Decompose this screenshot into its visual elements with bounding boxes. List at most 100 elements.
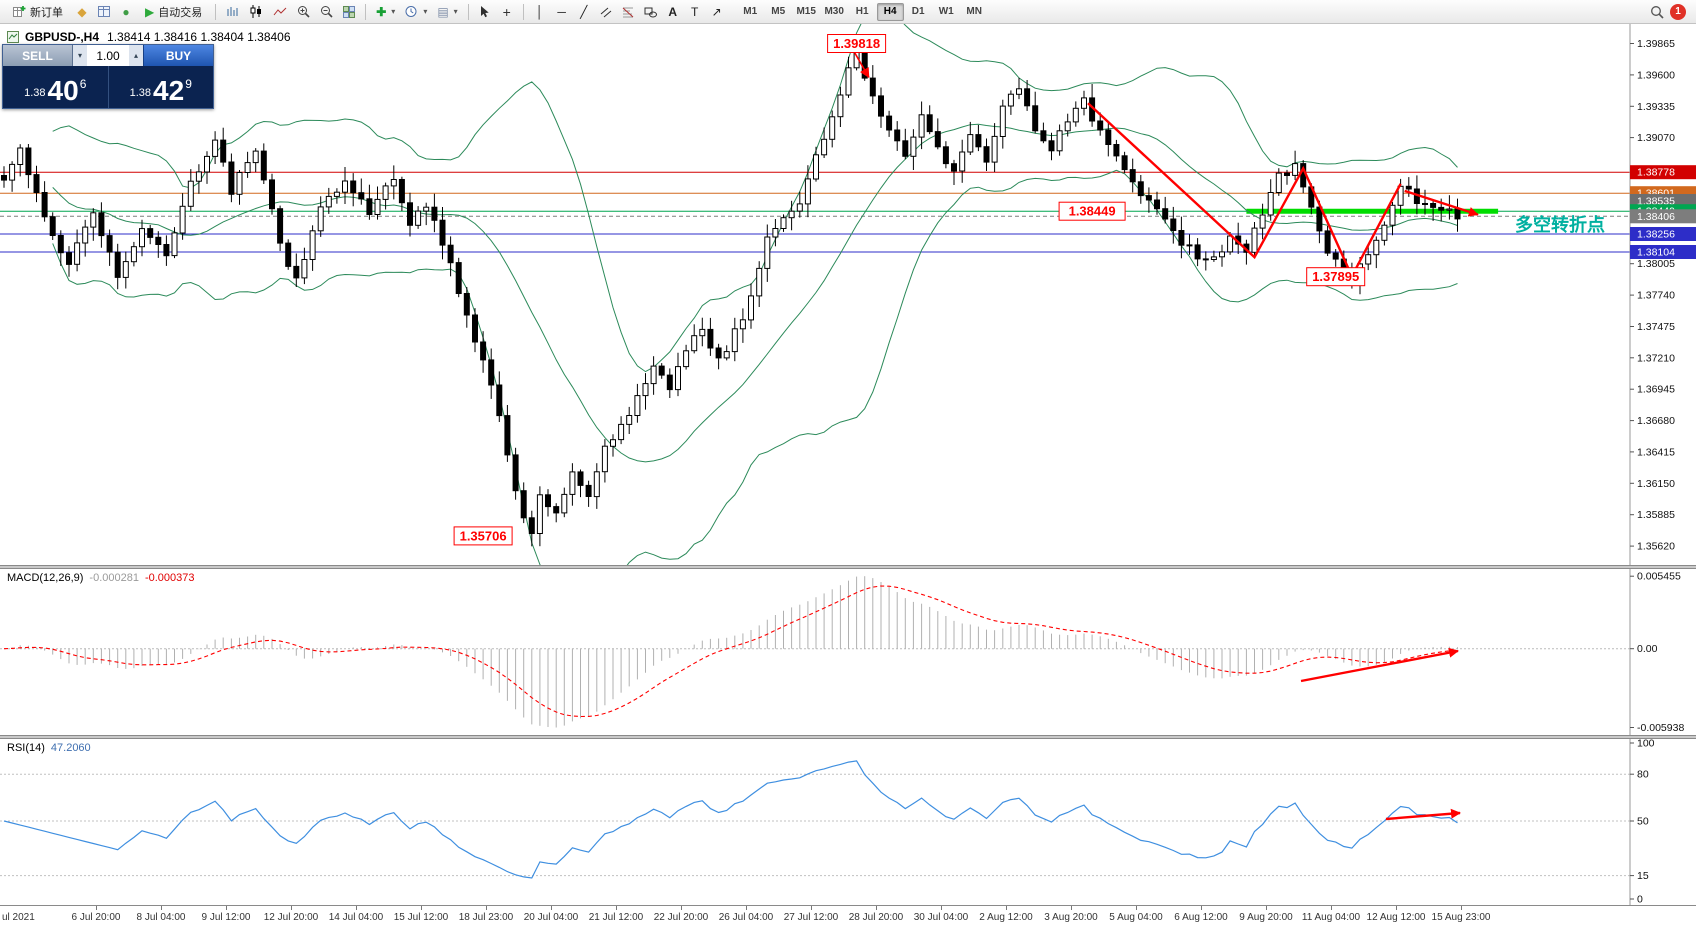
timeframe-m1[interactable]: M1 bbox=[737, 3, 764, 21]
chevron-up-icon: ▴ bbox=[133, 51, 138, 60]
price-callouts[interactable]: 1.39818 1.38449 1.37895 1.35706 bbox=[453, 34, 1366, 546]
trend-zigzag[interactable] bbox=[1087, 102, 1402, 279]
sell-price[interactable]: 1.38 40 6 bbox=[3, 66, 108, 108]
macd-scale[interactable]: 0.005455 0.00 -0.005938 bbox=[1630, 571, 1684, 734]
cursor-tool-button[interactable] bbox=[475, 2, 495, 22]
time-tick bbox=[356, 906, 357, 910]
macd-main-value: -0.000281 bbox=[89, 572, 139, 584]
periods-button[interactable]: ▾ bbox=[401, 2, 431, 22]
rsi-value: 47.2060 bbox=[50, 742, 91, 754]
templates-button[interactable]: ▤ ▾ bbox=[433, 2, 461, 22]
timeframe-m5[interactable]: M5 bbox=[765, 3, 792, 21]
search-icon[interactable] bbox=[1650, 5, 1664, 19]
sell-button[interactable]: SELL bbox=[3, 45, 73, 66]
channel-tool-button[interactable] bbox=[596, 2, 616, 22]
timeframe-m15[interactable]: M15 bbox=[793, 3, 820, 21]
rsi-trend-arrow[interactable] bbox=[1385, 808, 1461, 821]
svg-text:1.37475: 1.37475 bbox=[1637, 321, 1675, 333]
svg-text:1.39335: 1.39335 bbox=[1637, 101, 1675, 113]
label-tool-button[interactable]: T bbox=[685, 2, 705, 22]
trendline-icon: ╱ bbox=[580, 4, 588, 19]
main-chart-canvas[interactable]: 1.39818 1.38449 1.37895 1.35706 多空转折点 1.39865… bbox=[0, 24, 1696, 565]
time-label: 15 Jul 12:00 bbox=[393, 912, 449, 923]
market-watch-button[interactable]: ◆ bbox=[72, 2, 92, 22]
trendline-tool-button[interactable]: ╱ bbox=[574, 2, 594, 22]
tile-windows-button[interactable] bbox=[339, 2, 359, 22]
new-order-button[interactable]: 新订单 bbox=[6, 2, 70, 22]
top-toolbar: 新订单 ◆ ● ▶ 自动交易 ✚ ▾ ▾ bbox=[0, 0, 1696, 24]
timeframe-m30[interactable]: M30 bbox=[821, 3, 848, 21]
zoom-in-button[interactable] bbox=[293, 2, 314, 22]
sell-price-small: 1.38 bbox=[24, 87, 46, 100]
svg-text:1.35706: 1.35706 bbox=[460, 528, 507, 543]
text-tool-button[interactable]: A bbox=[663, 2, 683, 22]
svg-text:1.38778: 1.38778 bbox=[1637, 167, 1675, 179]
line-chart-icon bbox=[273, 7, 287, 15]
vertical-line-tool-button[interactable]: │ bbox=[530, 2, 550, 22]
arrow-tool-icon: ↗ bbox=[711, 4, 722, 19]
shapes-tool-button[interactable] bbox=[640, 2, 661, 22]
forecast-arrow[interactable] bbox=[1404, 189, 1479, 217]
time-tick bbox=[941, 906, 942, 910]
horizontal-line-tool-button[interactable]: ─ bbox=[552, 2, 572, 22]
svg-text:1.38449: 1.38449 bbox=[1069, 204, 1116, 219]
svg-text:50: 50 bbox=[1637, 816, 1649, 828]
price-tags: 1.387781.386011.385351.384491.384061.382… bbox=[1630, 165, 1696, 259]
timeframe-w1[interactable]: W1 bbox=[933, 3, 960, 21]
volume-input[interactable] bbox=[87, 45, 129, 66]
time-label: 22 Jul 20:00 bbox=[653, 912, 709, 923]
fibonacci-icon bbox=[622, 7, 634, 17]
timeframe-d1[interactable]: D1 bbox=[905, 3, 932, 21]
indicators-button[interactable]: ✚ ▾ bbox=[372, 2, 399, 22]
svg-text:1.39865: 1.39865 bbox=[1637, 38, 1675, 50]
bar-chart-icon bbox=[227, 6, 238, 16]
candlestick-chart-button[interactable] bbox=[245, 2, 267, 22]
volume-increase-button[interactable]: ▴ bbox=[129, 45, 143, 66]
data-window-button[interactable] bbox=[94, 2, 114, 22]
sell-price-sup: 6 bbox=[79, 77, 87, 91]
cursor-icon bbox=[481, 6, 489, 18]
buy-button[interactable]: BUY bbox=[143, 45, 213, 66]
text-icon: A bbox=[668, 4, 678, 19]
bar-chart-button[interactable] bbox=[222, 2, 243, 22]
macd-signal-value: -0.000373 bbox=[144, 572, 195, 584]
toolbar-separator bbox=[365, 3, 367, 20]
timeframe-h4[interactable]: H4 bbox=[876, 2, 904, 21]
macd-trend-arrow[interactable] bbox=[1300, 647, 1459, 683]
time-tick bbox=[681, 906, 682, 910]
timeframe-h1[interactable]: H1 bbox=[849, 3, 876, 21]
svg-text:1.36945: 1.36945 bbox=[1637, 384, 1675, 396]
autotrading-button[interactable]: ▶ 自动交易 bbox=[138, 2, 209, 22]
rsi-panel-canvas[interactable]: 100 80 50 15 0 bbox=[0, 739, 1696, 905]
toolbar-separator bbox=[522, 3, 524, 20]
rsi-indicator-label: RSI(14) 47.2060 bbox=[7, 742, 91, 754]
notification-badge[interactable]: 1 bbox=[1670, 3, 1686, 20]
svg-text:100: 100 bbox=[1637, 739, 1655, 750]
panel-separator[interactable] bbox=[0, 735, 1696, 739]
chart-symbol-header: GBPUSD-,H4 1.38414 1.38416 1.38404 1.384… bbox=[7, 30, 291, 44]
svg-text:15: 15 bbox=[1637, 870, 1649, 882]
fibonacci-tool-button[interactable] bbox=[618, 2, 638, 22]
chevron-down-icon: ▾ bbox=[77, 51, 82, 60]
buy-price[interactable]: 1.38 42 9 bbox=[109, 66, 214, 108]
timeframe-mn[interactable]: MN bbox=[961, 3, 988, 21]
rsi-scale[interactable]: 100 80 50 15 0 bbox=[1630, 739, 1655, 905]
macd-panel-canvas[interactable]: 0.005455 0.00 -0.005938 bbox=[0, 569, 1696, 735]
crosshair-tool-button[interactable]: + bbox=[497, 2, 517, 22]
svg-text:1.38104: 1.38104 bbox=[1637, 247, 1675, 259]
time-label: 12 Jul 20:00 bbox=[263, 912, 319, 923]
ohlc-values: 1.38414 1.38416 1.38404 1.38406 bbox=[107, 30, 291, 44]
svg-text:1.38406: 1.38406 bbox=[1637, 211, 1675, 223]
arrows-tool-button[interactable]: ↗ bbox=[707, 2, 727, 22]
volume-decrease-button[interactable]: ▾ bbox=[73, 45, 87, 66]
zoom-out-button[interactable] bbox=[316, 2, 337, 22]
time-axis[interactable]: ul 2021 6 Jul 20:00 8 Jul 04:00 9 Jul 12:00… bbox=[0, 906, 1696, 930]
line-chart-button[interactable] bbox=[269, 2, 291, 22]
panel-separator[interactable] bbox=[0, 565, 1696, 569]
time-label: 14 Jul 04:00 bbox=[328, 912, 384, 923]
navigator-button[interactable]: ● bbox=[116, 2, 136, 22]
time-tick bbox=[1331, 906, 1332, 910]
shapes-icon bbox=[644, 7, 657, 17]
quote-divider bbox=[107, 66, 109, 108]
